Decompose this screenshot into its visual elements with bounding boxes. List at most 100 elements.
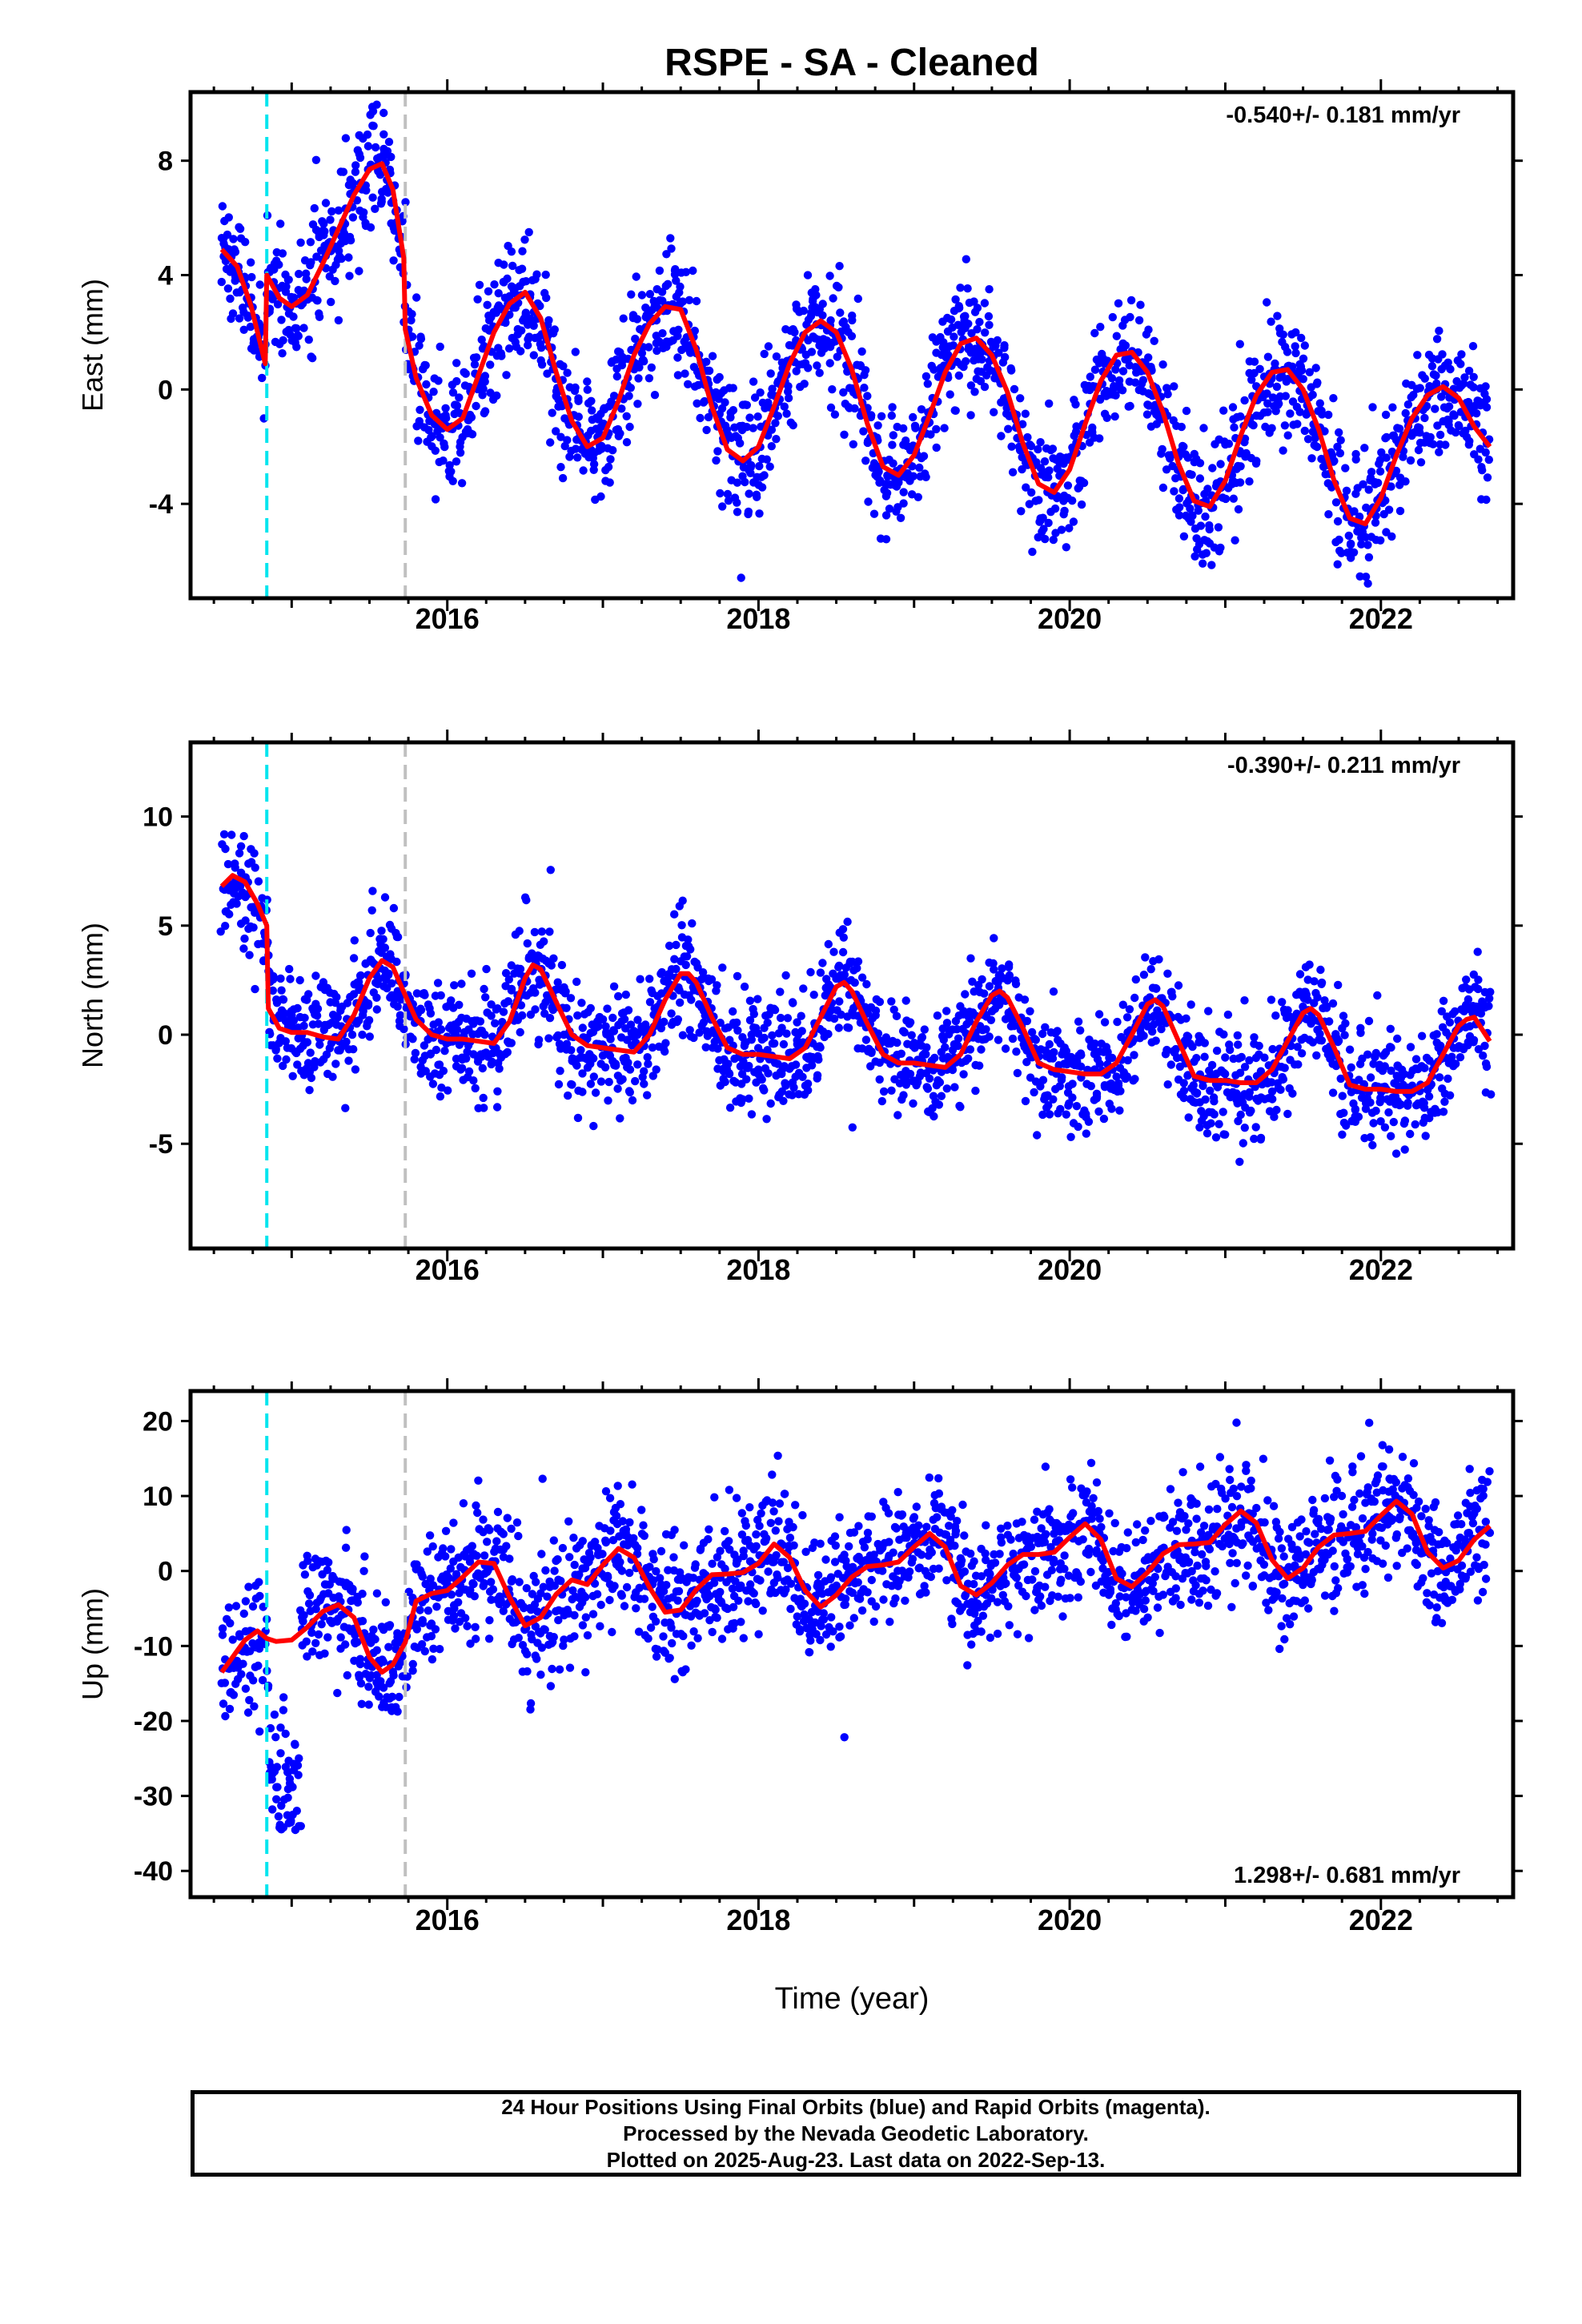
east-data-point [308, 354, 317, 363]
east-data-point [676, 282, 685, 292]
east-data-point [224, 213, 233, 222]
east-data-point [379, 108, 388, 118]
y-tick-label: -5 [149, 1129, 173, 1160]
north-plot-area [216, 742, 1496, 1248]
east-data-point [825, 359, 834, 368]
east-data-point [295, 269, 303, 279]
up-data-point [639, 1521, 648, 1530]
north-data-point [1325, 1017, 1334, 1026]
north-data-point [1022, 1016, 1032, 1026]
east-data-point [366, 223, 375, 232]
up-data-point [418, 1572, 427, 1581]
east-data-point [1126, 296, 1136, 305]
north-data-point [273, 1054, 282, 1063]
east-data-point [964, 320, 973, 328]
north-data-point [942, 1084, 952, 1093]
east-data-point [294, 332, 303, 340]
north-data-point [411, 1048, 420, 1058]
up-data-point [637, 1506, 646, 1514]
north-data-point [1250, 1134, 1259, 1144]
north-data-point [1267, 1087, 1277, 1096]
north-data-point [437, 1084, 446, 1092]
east-data-point [1307, 454, 1316, 463]
up-data-point [485, 1616, 494, 1625]
up-data-point [459, 1499, 468, 1508]
north-data-point [480, 984, 488, 994]
up-data-point [426, 1574, 435, 1583]
east-data-point [1320, 427, 1329, 436]
east-data-point [571, 348, 580, 356]
north-data-point [1303, 975, 1312, 984]
north-data-point [1192, 1054, 1201, 1063]
north-data-point [661, 1047, 669, 1056]
north-data-point [367, 906, 376, 915]
north-data-point [1369, 1119, 1378, 1128]
north-data-point [426, 1009, 436, 1018]
east-data-point [830, 410, 840, 419]
east-data-point [319, 219, 328, 228]
up-data-point [606, 1526, 615, 1535]
north-data-point [975, 1061, 984, 1070]
east-data-point [667, 244, 676, 253]
east-data-point [389, 256, 398, 265]
north-data-point [1435, 1073, 1444, 1082]
north-data-point [909, 1099, 917, 1108]
north-data-point [1476, 1009, 1486, 1018]
up-data-point [439, 1544, 448, 1553]
east-data-point [1235, 340, 1245, 348]
east-data-point [434, 376, 443, 385]
east-data-point [1045, 399, 1054, 408]
east-data-point [733, 498, 741, 507]
east-data-point [1330, 456, 1339, 465]
north-data-point [245, 951, 254, 959]
up-data-point [598, 1550, 607, 1558]
east-data-point [1267, 424, 1276, 432]
east-data-point [416, 405, 424, 414]
east-data-point [1068, 497, 1077, 505]
north-data-point [331, 1059, 340, 1068]
east-data-point [1028, 547, 1037, 557]
north-data-point [250, 849, 259, 858]
east-data-point [273, 300, 283, 309]
up-data-point [634, 1627, 644, 1636]
up-data-point [425, 1531, 435, 1540]
north-data-point [219, 830, 229, 839]
north-data-point [350, 936, 359, 945]
north-data-point [1122, 1013, 1132, 1022]
north-data-point [396, 1011, 405, 1019]
east-data-point [1002, 404, 1011, 412]
east-data-point [1177, 422, 1186, 432]
east-data-point [558, 473, 568, 483]
east-data-point [579, 466, 588, 475]
north-data-point [834, 1023, 844, 1032]
north-data-point [1328, 999, 1338, 1008]
up-data-point [357, 1699, 366, 1708]
east-data-point [1263, 408, 1272, 416]
east-data-point [517, 264, 527, 273]
north-data-point [707, 975, 717, 984]
north-data-point [1391, 1149, 1401, 1158]
east-data-point [784, 393, 793, 403]
up-data-point [360, 1552, 369, 1561]
north-data-point [304, 990, 313, 999]
east-data-point [1428, 440, 1438, 448]
east-data-point [1273, 400, 1283, 409]
east-data-point [457, 479, 467, 488]
east-data-point [741, 477, 749, 487]
north-data-point [440, 1047, 449, 1055]
north-data-point [777, 1023, 786, 1032]
up-data-point [292, 1807, 301, 1815]
north-data-point [1182, 1014, 1191, 1023]
north-data-point [578, 1088, 587, 1096]
north-data-point [934, 1100, 944, 1109]
east-data-point [1308, 390, 1317, 400]
north-data-point [328, 1072, 337, 1081]
east-data-point [834, 283, 843, 292]
north-data-point [1313, 993, 1322, 1002]
north-data-point [531, 1005, 540, 1014]
east-data-point [946, 390, 954, 399]
east-data-point [1388, 403, 1397, 412]
up-data-point [308, 1647, 317, 1656]
east-data-point [869, 509, 879, 518]
north-data-point [279, 1061, 287, 1071]
